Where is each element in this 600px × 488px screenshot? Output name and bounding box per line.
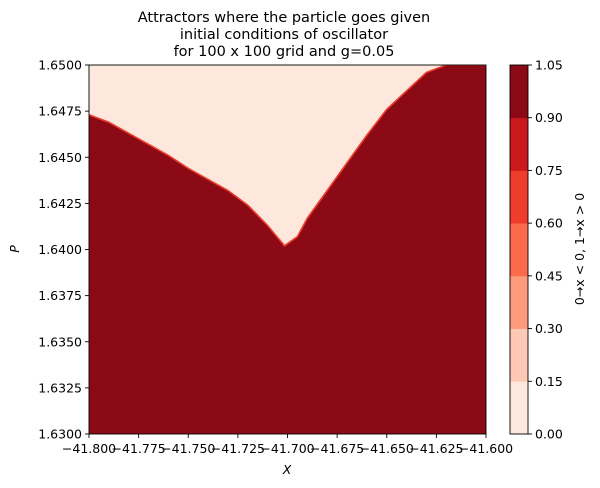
colorbar-tick-label: 0.45 bbox=[535, 268, 563, 283]
x-tick-label: −41.675 bbox=[310, 441, 364, 456]
colorbar-tick-label: 0.30 bbox=[535, 321, 563, 336]
colorbar-label: 0→x < 0, 1→x > 0 bbox=[572, 193, 587, 305]
attractor-boundary-line bbox=[89, 65, 486, 247]
y-tick-label: 1.6300 bbox=[38, 427, 82, 442]
colorbar-tick-label: 0.15 bbox=[535, 374, 563, 389]
colorbar-tick-label: 0.90 bbox=[535, 110, 563, 125]
x-tick-label: −41.750 bbox=[161, 441, 215, 456]
colorbar-ticks: 0.00 0.15 0.30 0.45 0.60 0.75 0.90 1.05 bbox=[528, 58, 563, 442]
y-tick-label: 1.6325 bbox=[38, 380, 82, 395]
colorbar-band bbox=[510, 328, 528, 382]
y-axis-label: P bbox=[7, 245, 22, 253]
chart-title-line-2: initial conditions of oscillator bbox=[180, 27, 388, 43]
chart-title-line-1: Attractors where the particle goes given bbox=[138, 10, 430, 26]
x-tick-label: −41.800 bbox=[62, 441, 116, 456]
colorbar-band bbox=[510, 223, 528, 277]
y-tick-label: 1.6400 bbox=[38, 242, 82, 257]
colorbar-band bbox=[510, 381, 528, 435]
colorbar-band bbox=[510, 117, 528, 171]
x-axis-ticks: −41.800−41.775−41.750−41.725−41.700−41.6… bbox=[62, 434, 513, 456]
colorbar-tick-label: 1.05 bbox=[535, 58, 563, 73]
colorbar-tick-label: 0.75 bbox=[535, 163, 563, 178]
y-tick-label: 1.6500 bbox=[38, 58, 82, 73]
plot-area bbox=[89, 65, 486, 434]
colorbar-band bbox=[510, 65, 528, 119]
y-tick-label: 1.6425 bbox=[38, 196, 82, 211]
y-axis-ticks: 1.6300 1.6325 1.6350 1.6375 1.6400 1.6425 1.64… bbox=[38, 58, 89, 442]
colorbar-band bbox=[510, 170, 528, 224]
colorbar-tick-label: 0.00 bbox=[535, 427, 563, 442]
y-tick-label: 1.6350 bbox=[38, 334, 82, 349]
chart-title-line-3: for 100 x 100 grid and g=0.05 bbox=[174, 44, 395, 60]
x-tick-label: −41.775 bbox=[112, 441, 166, 456]
colorbar bbox=[510, 65, 528, 435]
x-tick-label: −41.725 bbox=[211, 441, 265, 456]
colorbar-frame bbox=[509, 64, 529, 435]
x-tick-label: −41.600 bbox=[459, 441, 513, 456]
y-tick-label: 1.6450 bbox=[38, 150, 82, 165]
x-tick-label: −41.650 bbox=[360, 441, 414, 456]
x-tick-label: −41.700 bbox=[260, 441, 314, 456]
region-x-negative bbox=[89, 65, 486, 246]
colorbar-tick-label: 0.60 bbox=[535, 216, 563, 231]
x-tick-label: −41.625 bbox=[409, 441, 463, 456]
colorbar-band bbox=[510, 275, 528, 329]
y-tick-label: 1.6375 bbox=[38, 288, 82, 303]
x-axis-label: X bbox=[282, 462, 292, 477]
y-tick-label: 1.6475 bbox=[38, 104, 82, 119]
